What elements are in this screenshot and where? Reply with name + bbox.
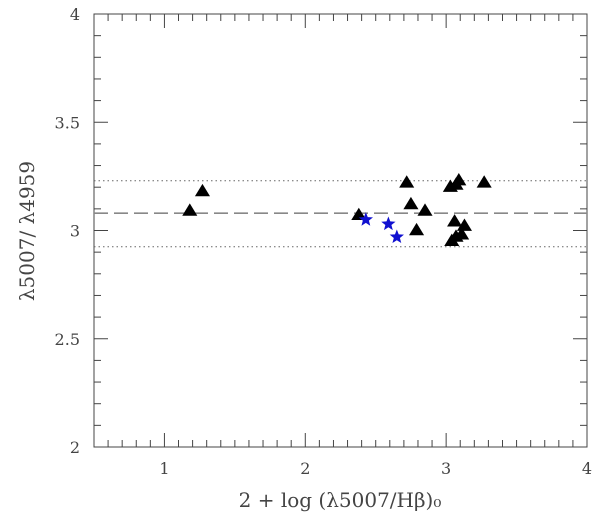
x-tick-label: 1: [159, 459, 169, 478]
y-axis-label: λ5007/ λ4959: [15, 161, 39, 301]
triangle-point: [451, 173, 467, 186]
y-tick-label: 3.5: [55, 113, 80, 132]
star-point: [389, 229, 404, 244]
triangle-point: [476, 175, 492, 188]
triangle-point: [194, 183, 210, 197]
star-point: [381, 216, 396, 231]
triangle-point: [447, 214, 463, 227]
y-tick-label: 4: [70, 5, 80, 24]
triangle-point: [403, 196, 419, 210]
x-tick-label: 2: [300, 459, 310, 478]
plot-area-border: [93, 13, 588, 448]
triangle-point: [182, 203, 198, 216]
triangle-point: [456, 218, 472, 231]
triangle-point: [417, 203, 433, 216]
axis-ticks: [93, 13, 588, 448]
y-tick-label: 3: [70, 222, 80, 241]
triangle-point: [399, 175, 415, 188]
triangle-point: [351, 207, 367, 221]
tick-labels: 1 2 3 4 2 2.5 3 3.5 4: [55, 5, 593, 478]
y-tick-label: 2: [70, 438, 80, 457]
plot-frame: [93, 13, 588, 448]
triangle-point: [409, 222, 425, 236]
data-points: [182, 173, 492, 247]
x-tick-label: 3: [441, 459, 451, 478]
triangle-point: [454, 227, 470, 240]
star-point: [358, 212, 373, 226]
y-tick-label: 2.5: [55, 330, 80, 349]
x-tick-label: 4: [582, 459, 592, 478]
reference-lines: [94, 180, 587, 248]
x-axis-label: 2 + log (λ5007/Hβ)₀: [239, 488, 442, 512]
